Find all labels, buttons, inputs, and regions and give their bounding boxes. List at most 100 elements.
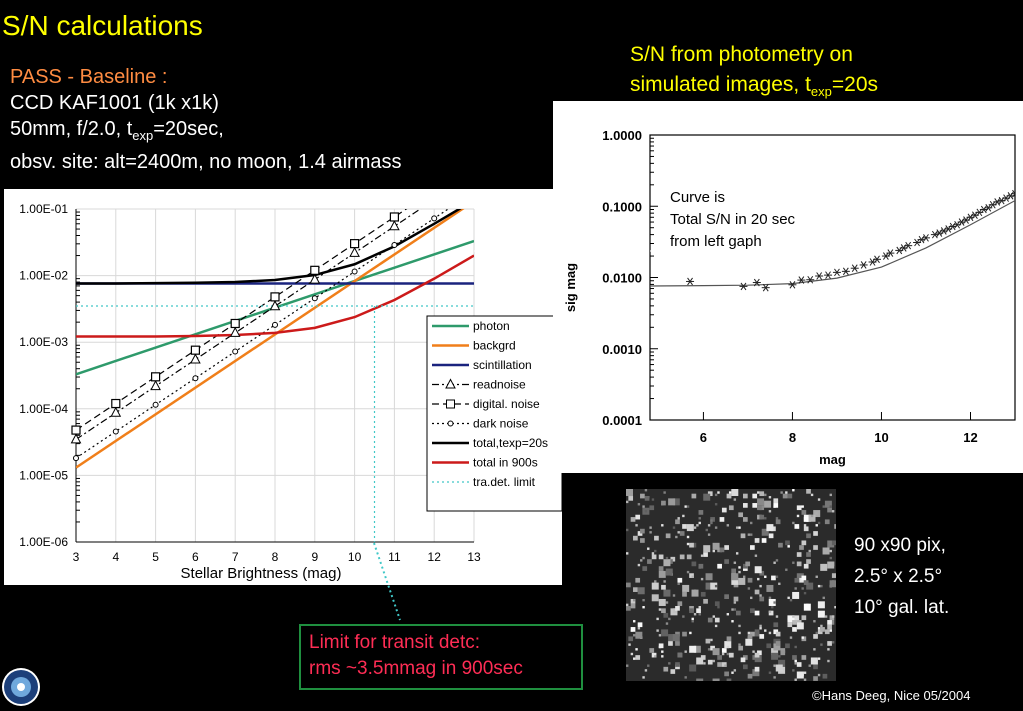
star-pixel bbox=[775, 559, 779, 562]
star-pixel bbox=[698, 613, 701, 616]
star-pixel bbox=[724, 545, 729, 550]
star-pixel bbox=[780, 650, 786, 656]
star-pixel bbox=[642, 505, 645, 508]
star-pixel bbox=[630, 627, 636, 632]
star-pixel bbox=[686, 570, 690, 574]
legend-marker bbox=[445, 378, 456, 389]
star-pixel bbox=[675, 641, 680, 646]
x-tick-label: 10 bbox=[348, 550, 362, 564]
star-pixel bbox=[820, 584, 823, 588]
star-pixel bbox=[817, 627, 821, 630]
star-pixel bbox=[775, 641, 781, 646]
legend-label: readnoise bbox=[473, 378, 526, 392]
star-pixel bbox=[728, 505, 734, 511]
marker-triangle bbox=[110, 406, 122, 417]
star-pixel bbox=[677, 582, 680, 585]
star-pixel bbox=[719, 517, 725, 522]
star-pixel bbox=[773, 664, 776, 667]
star-pixel bbox=[803, 580, 809, 585]
star-pixel bbox=[761, 538, 767, 543]
star-pixel bbox=[726, 645, 730, 649]
star-pixel bbox=[654, 535, 659, 541]
star-pixel bbox=[661, 608, 666, 614]
star-pixel bbox=[822, 505, 825, 508]
star-pixel bbox=[644, 496, 650, 501]
star-pixel bbox=[813, 664, 818, 670]
star-pixel bbox=[796, 561, 802, 567]
star-pixel bbox=[771, 575, 776, 581]
star-pixel bbox=[813, 648, 816, 651]
x-axis-label: Stellar Brightness (mag) bbox=[181, 565, 342, 582]
star-pixel bbox=[750, 596, 753, 600]
star-pixel bbox=[651, 498, 655, 501]
star-pixel bbox=[808, 549, 811, 553]
star-pixel bbox=[796, 622, 804, 630]
star-pixel bbox=[827, 659, 830, 663]
star-pixel bbox=[768, 671, 772, 674]
star-pixel bbox=[803, 517, 809, 522]
star-pixel bbox=[642, 598, 645, 602]
star-pixel bbox=[803, 603, 811, 611]
star-pixel bbox=[696, 657, 704, 665]
star-pixel bbox=[658, 554, 664, 560]
star-pixel bbox=[801, 615, 807, 621]
star-pixel bbox=[689, 631, 692, 635]
star-pixel bbox=[775, 517, 779, 520]
star-pixel bbox=[827, 507, 832, 513]
transit-limit-note: Limit for transit detc: rms ~3.5mmag in … bbox=[299, 624, 583, 690]
star-pixel bbox=[820, 643, 823, 646]
y-tick-label: 0.0001 bbox=[602, 413, 642, 428]
marker-circle bbox=[192, 375, 199, 382]
star-pixel bbox=[817, 584, 821, 588]
star-pixel bbox=[794, 587, 797, 590]
series-line-3 bbox=[76, 209, 422, 440]
star-pixel bbox=[672, 498, 680, 506]
star-pixel bbox=[757, 577, 760, 581]
marker-circle bbox=[232, 348, 239, 355]
star-pixel bbox=[792, 669, 795, 672]
star-pixel bbox=[831, 641, 835, 644]
x-tick-label: 3 bbox=[73, 550, 80, 564]
star-pixel bbox=[684, 650, 687, 653]
star-pixel bbox=[815, 575, 818, 578]
star-pixel bbox=[817, 673, 821, 677]
marker-triangle bbox=[309, 273, 321, 284]
star-pixel bbox=[735, 610, 741, 616]
x-tick-label: 6 bbox=[192, 550, 199, 564]
star-pixel bbox=[647, 664, 650, 667]
star-pixel bbox=[670, 669, 676, 674]
star-pixel bbox=[752, 493, 758, 499]
series-line-6 bbox=[76, 209, 462, 285]
star-pixel bbox=[675, 535, 678, 539]
annotation-line-2: Total S/N in 20 sec bbox=[670, 211, 796, 228]
legend-label: photon bbox=[473, 319, 510, 333]
star-pixel bbox=[686, 505, 690, 508]
star-pixel bbox=[815, 631, 818, 635]
star-pixel bbox=[764, 629, 767, 632]
star-pixel bbox=[768, 598, 776, 606]
star-pixel bbox=[626, 489, 633, 496]
star-pixel bbox=[696, 524, 699, 527]
star-pixel bbox=[733, 561, 737, 564]
star-pixel bbox=[750, 608, 755, 614]
star-pixel bbox=[707, 524, 711, 527]
star-pixel bbox=[633, 657, 636, 660]
star-pixel bbox=[792, 591, 800, 599]
x-axis-label: mag bbox=[819, 452, 846, 467]
star-pixel bbox=[626, 582, 631, 588]
star-pixel bbox=[626, 664, 629, 667]
star-pixel bbox=[750, 545, 755, 550]
star-pixel bbox=[693, 613, 697, 616]
star-pixel bbox=[754, 566, 762, 574]
star-pixel bbox=[661, 524, 664, 527]
star-pixel bbox=[813, 545, 818, 550]
star-pixel bbox=[684, 505, 687, 508]
star-pixel bbox=[813, 676, 818, 681]
star-pixel bbox=[792, 615, 800, 623]
star-pixel bbox=[726, 613, 730, 616]
star-pixel bbox=[773, 643, 781, 651]
star-pixel bbox=[799, 671, 804, 677]
star-pixel bbox=[637, 627, 641, 630]
star-pixel bbox=[801, 636, 804, 639]
star-pixel bbox=[824, 615, 828, 618]
